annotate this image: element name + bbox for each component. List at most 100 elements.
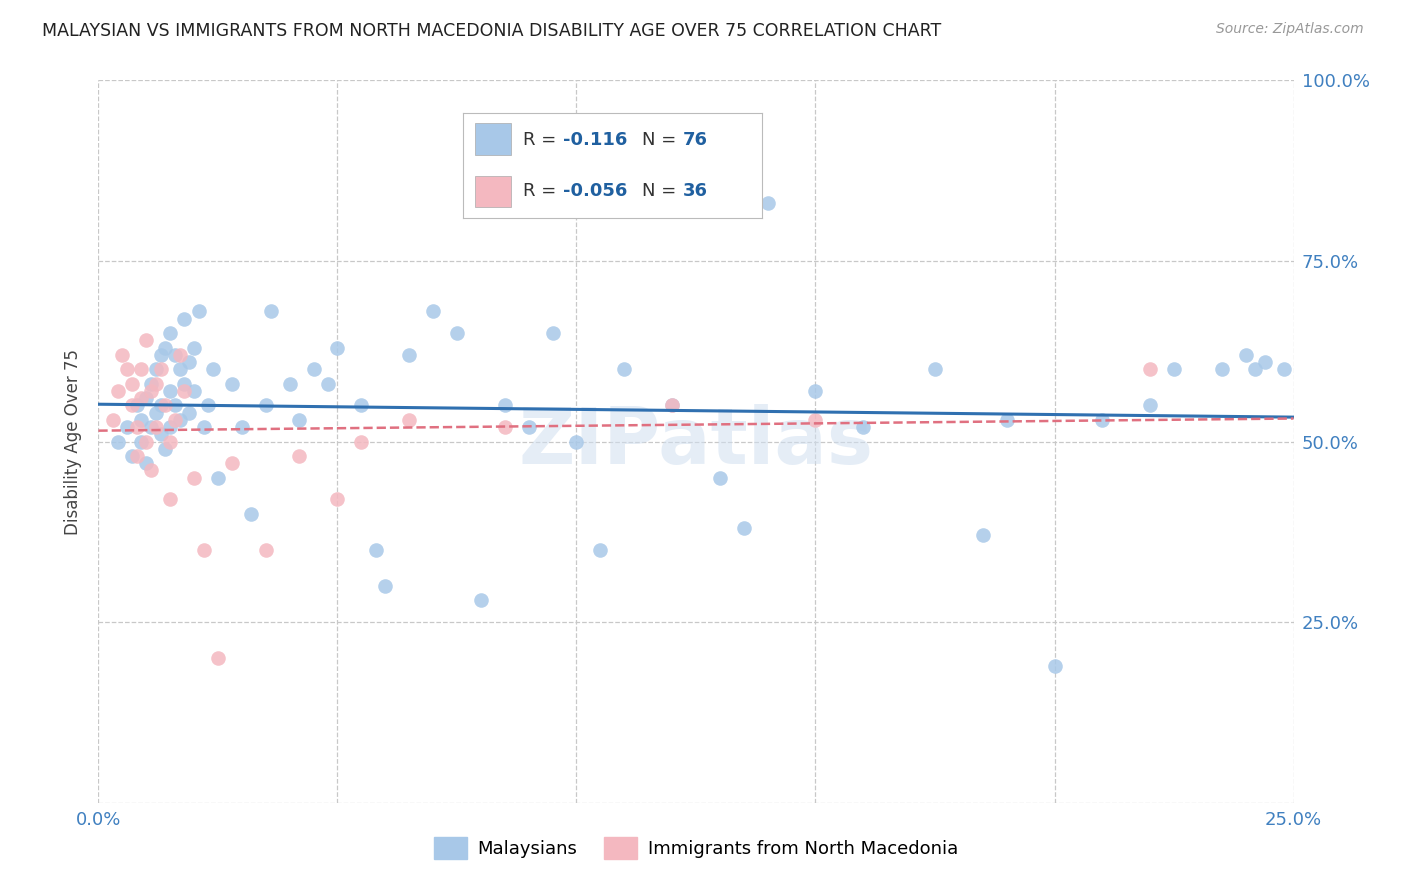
Point	[115, 420, 138, 434]
Point	[183, 341, 205, 355]
Point	[254, 398, 277, 412]
Point	[1043, 658, 1066, 673]
Point	[972, 528, 994, 542]
Point	[221, 456, 243, 470]
Point	[852, 420, 875, 434]
Point	[288, 413, 311, 427]
Point	[149, 427, 172, 442]
Point	[494, 420, 516, 434]
Point	[517, 420, 540, 434]
Point	[197, 398, 219, 412]
Point	[121, 376, 143, 391]
Point	[155, 442, 177, 456]
Point	[173, 376, 195, 391]
Point	[107, 434, 129, 449]
Point	[125, 420, 148, 434]
Point	[163, 413, 186, 427]
Point	[254, 542, 277, 557]
Point	[661, 398, 683, 412]
Point	[1091, 413, 1114, 427]
Point	[1234, 348, 1257, 362]
Point	[135, 334, 157, 348]
Point	[163, 348, 186, 362]
Point	[131, 391, 153, 405]
Point	[709, 470, 731, 484]
Point	[173, 311, 195, 326]
Point	[1163, 362, 1185, 376]
Point	[1139, 398, 1161, 412]
Point	[145, 420, 167, 434]
Point	[149, 398, 172, 412]
Point	[202, 362, 225, 376]
Point	[145, 376, 167, 391]
Point	[149, 362, 172, 376]
Point	[350, 398, 373, 412]
Point	[804, 413, 827, 427]
Point	[169, 413, 191, 427]
Point	[135, 391, 157, 405]
Point	[364, 542, 387, 557]
Legend: Malaysians, Immigrants from North Macedonia: Malaysians, Immigrants from North Macedo…	[427, 830, 965, 866]
Point	[193, 542, 215, 557]
Point	[183, 384, 205, 398]
Point	[187, 304, 209, 318]
Point	[398, 348, 420, 362]
Point	[159, 326, 181, 340]
Point	[398, 413, 420, 427]
Point	[207, 470, 229, 484]
Point	[259, 304, 281, 318]
Point	[193, 420, 215, 434]
Point	[565, 434, 588, 449]
Point	[231, 420, 253, 434]
Point	[422, 304, 444, 318]
Point	[288, 449, 311, 463]
Point	[589, 542, 612, 557]
Point	[101, 413, 124, 427]
Point	[111, 348, 134, 362]
Point	[179, 355, 201, 369]
Point	[131, 413, 153, 427]
Point	[163, 398, 186, 412]
Point	[995, 413, 1018, 427]
Point	[183, 470, 205, 484]
Point	[135, 434, 157, 449]
Text: ZIPatlas: ZIPatlas	[519, 403, 873, 480]
Text: Source: ZipAtlas.com: Source: ZipAtlas.com	[1216, 22, 1364, 37]
Point	[613, 362, 636, 376]
Point	[179, 406, 201, 420]
Point	[494, 398, 516, 412]
Point	[470, 593, 492, 607]
Text: MALAYSIAN VS IMMIGRANTS FROM NORTH MACEDONIA DISABILITY AGE OVER 75 CORRELATION : MALAYSIAN VS IMMIGRANTS FROM NORTH MACED…	[42, 22, 942, 40]
Point	[115, 362, 138, 376]
Point	[1254, 355, 1277, 369]
Point	[155, 341, 177, 355]
Point	[924, 362, 946, 376]
Point	[374, 579, 396, 593]
Point	[145, 362, 167, 376]
Point	[446, 326, 468, 340]
Point	[661, 398, 683, 412]
Point	[131, 434, 153, 449]
Point	[139, 376, 162, 391]
Point	[145, 406, 167, 420]
Point	[733, 521, 755, 535]
Point	[125, 449, 148, 463]
Point	[756, 196, 779, 211]
Point	[316, 376, 339, 391]
Point	[159, 492, 181, 507]
Point	[139, 420, 162, 434]
Point	[240, 507, 263, 521]
Point	[139, 384, 162, 398]
Point	[139, 463, 162, 477]
Point	[169, 362, 191, 376]
Point	[278, 376, 301, 391]
Point	[131, 362, 153, 376]
Point	[125, 398, 148, 412]
Point	[1244, 362, 1267, 376]
Point	[350, 434, 373, 449]
Point	[541, 326, 564, 340]
Point	[326, 341, 349, 355]
Point	[155, 398, 177, 412]
Point	[149, 348, 172, 362]
Point	[1211, 362, 1233, 376]
